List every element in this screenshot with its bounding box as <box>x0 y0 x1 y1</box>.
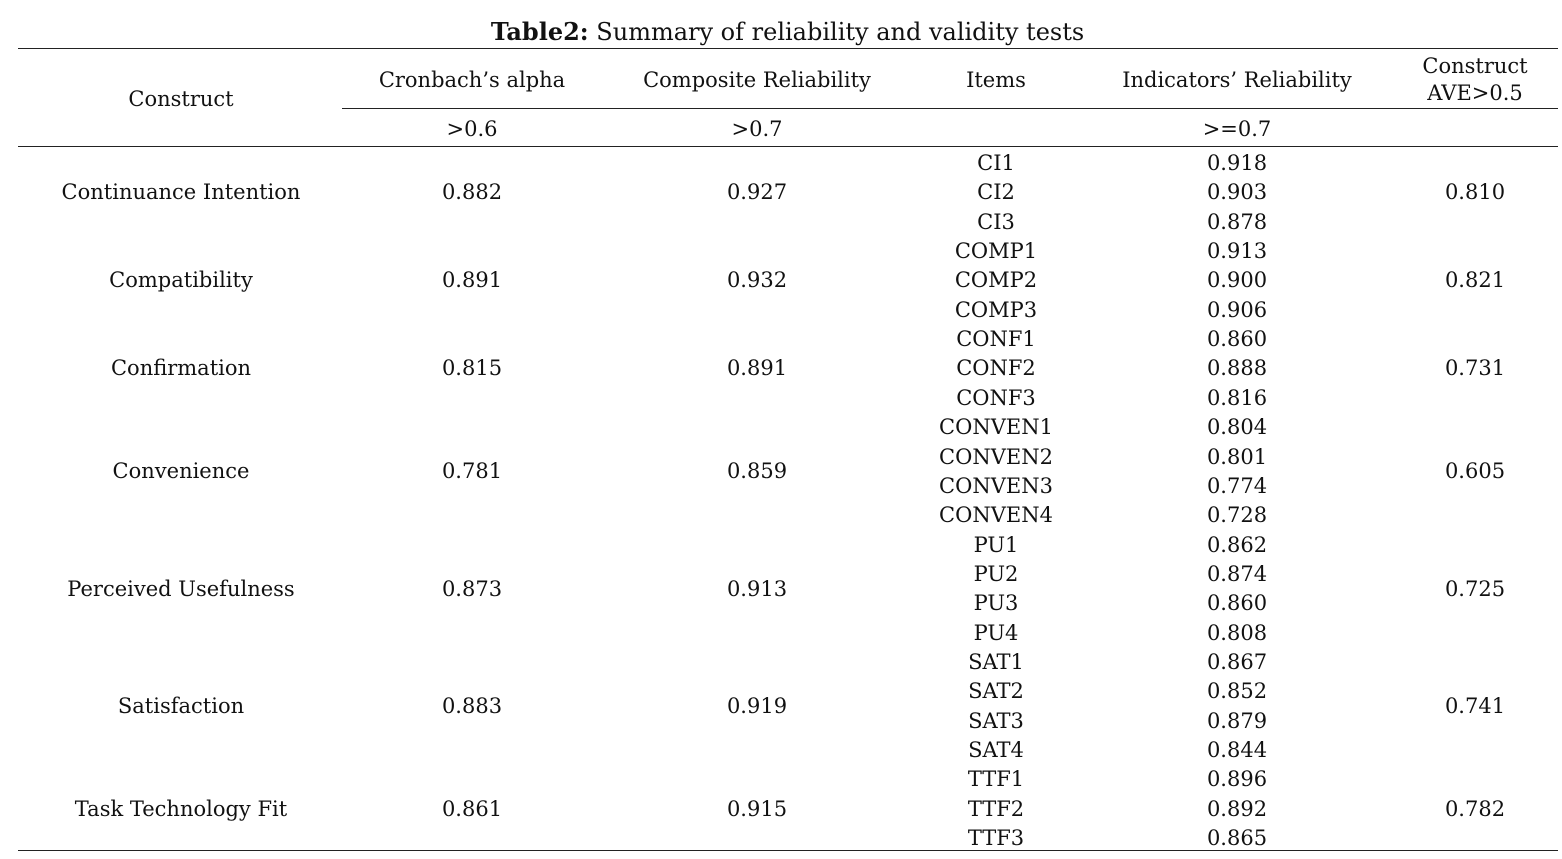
indicator-reliability-value: 0.865 <box>1206 826 1268 851</box>
construct-name: Perceived Usefulness <box>67 576 295 601</box>
header-items: Items <box>966 68 1026 92</box>
indicator-reliability-value: 0.728 <box>1206 503 1268 528</box>
cronbach-alpha-value: 0.882 <box>441 180 503 205</box>
indicator-reliability-value: 0.774 <box>1206 473 1268 498</box>
indicator-reliability-value: 0.860 <box>1206 327 1268 352</box>
header-construct-ave: Construct AVE>0.5 <box>1422 53 1527 107</box>
indicator-reliability-value: 0.903 <box>1206 180 1268 205</box>
header-bottom-rule <box>18 146 1558 147</box>
indicator-reliability-value: 0.879 <box>1206 708 1268 733</box>
item-code: CI1 <box>977 151 1015 175</box>
cronbach-alpha-value: 0.861 <box>441 796 503 821</box>
header-construct-ave-line1: Construct <box>1422 54 1528 78</box>
item-code: COMP1 <box>954 239 1038 264</box>
construct-ave-value: 0.605 <box>1444 459 1506 484</box>
composite-reliability-value: 0.915 <box>726 796 788 821</box>
item-code: CONF1 <box>956 327 1036 352</box>
indicator-reliability-value: 0.862 <box>1206 532 1268 557</box>
item-code: CONF2 <box>956 356 1036 381</box>
item-code: SAT3 <box>968 708 1024 733</box>
cronbach-alpha-value: 0.815 <box>441 356 503 381</box>
threshold-alpha: >0.6 <box>446 117 498 141</box>
item-code: CONVEN3 <box>939 473 1053 498</box>
item-code: PU1 <box>973 532 1019 557</box>
cronbach-alpha-value: 0.883 <box>441 693 503 718</box>
item-code: TTF2 <box>967 796 1025 821</box>
item-code: COMP3 <box>954 297 1038 322</box>
cronbach-alpha-value: 0.873 <box>441 576 503 601</box>
indicator-reliability-value: 0.816 <box>1206 385 1268 410</box>
construct-ave-value: 0.741 <box>1444 693 1506 718</box>
item-code: CI3 <box>977 209 1015 234</box>
item-code: PU2 <box>973 561 1019 586</box>
item-code: PU3 <box>973 591 1019 616</box>
construct-ave-value: 0.821 <box>1444 268 1506 293</box>
threshold-indicators: >=0.7 <box>1202 117 1272 141</box>
table-bottom-rule <box>18 850 1558 851</box>
cronbach-alpha-value: 0.781 <box>441 459 503 484</box>
indicator-reliability-value: 0.888 <box>1206 356 1268 381</box>
item-code: SAT2 <box>968 679 1024 704</box>
indicator-reliability-value: 0.913 <box>1206 239 1268 264</box>
composite-reliability-value: 0.891 <box>726 356 788 381</box>
indicator-reliability-value: 0.844 <box>1206 738 1268 762</box>
header-cronbach-alpha: Cronbach’s alpha <box>378 68 566 92</box>
composite-reliability-value: 0.859 <box>726 459 788 484</box>
top-rule <box>18 48 1558 49</box>
construct-name: Convenience <box>112 459 250 484</box>
construct-ave-value: 0.725 <box>1444 576 1506 601</box>
threshold-composite: >0.7 <box>731 117 783 141</box>
construct-name: Confirmation <box>110 356 252 381</box>
construct-ave-value: 0.731 <box>1444 356 1506 381</box>
indicator-reliability-value: 0.878 <box>1206 209 1268 234</box>
indicator-reliability-value: 0.918 <box>1206 151 1268 175</box>
item-code: CONVEN1 <box>939 415 1053 440</box>
item-code: CONF3 <box>956 385 1036 410</box>
table-caption-text: Summary of reliability and validity test… <box>596 18 1085 46</box>
indicator-reliability-value: 0.852 <box>1206 679 1268 704</box>
item-code: CI2 <box>977 180 1015 205</box>
composite-reliability-value: 0.927 <box>726 180 788 205</box>
header-construct: Construct <box>128 87 234 111</box>
indicator-reliability-value: 0.896 <box>1206 767 1268 792</box>
construct-name: Compatibility <box>109 268 253 293</box>
construct-name: Continuance Intention <box>61 180 301 205</box>
indicator-reliability-value: 0.860 <box>1206 591 1268 616</box>
construct-ave-value: 0.810 <box>1444 180 1506 205</box>
composite-reliability-value: 0.932 <box>726 268 788 293</box>
indicator-reliability-value: 0.804 <box>1206 415 1268 440</box>
item-code: TTF3 <box>967 826 1025 851</box>
construct-ave-value: 0.782 <box>1444 796 1506 821</box>
item-code: PU4 <box>973 620 1019 645</box>
construct-name: Task Technology Fit <box>74 796 288 821</box>
indicator-reliability-value: 0.808 <box>1206 620 1268 645</box>
item-code: SAT1 <box>968 649 1024 674</box>
composite-reliability-value: 0.913 <box>726 576 788 601</box>
header-indicators-reliability: Indicators’ Reliability <box>1122 68 1352 92</box>
header-mid-rule <box>342 108 1558 109</box>
item-code: TTF1 <box>967 767 1025 792</box>
indicator-reliability-value: 0.874 <box>1206 561 1268 586</box>
indicator-reliability-value: 0.906 <box>1206 297 1268 322</box>
header-composite-reliability: Composite Reliability <box>643 68 871 92</box>
item-code: CONVEN2 <box>939 444 1053 469</box>
cronbach-alpha-value: 0.891 <box>441 268 503 293</box>
table-caption: Table2: Summary of reliability and valid… <box>0 14 1562 50</box>
indicator-reliability-value: 0.867 <box>1206 649 1268 674</box>
table-caption-label: Table2: <box>490 17 589 46</box>
item-code: SAT4 <box>968 738 1024 762</box>
indicator-reliability-value: 0.900 <box>1206 268 1268 293</box>
construct-name: Satisfaction <box>117 693 245 718</box>
item-code: CONVEN4 <box>939 503 1053 528</box>
indicator-reliability-value: 0.892 <box>1206 796 1268 821</box>
item-code: COMP2 <box>954 268 1038 293</box>
indicator-reliability-value: 0.801 <box>1206 444 1268 469</box>
composite-reliability-value: 0.919 <box>726 693 788 718</box>
header-construct-ave-line2: AVE>0.5 <box>1427 81 1523 105</box>
